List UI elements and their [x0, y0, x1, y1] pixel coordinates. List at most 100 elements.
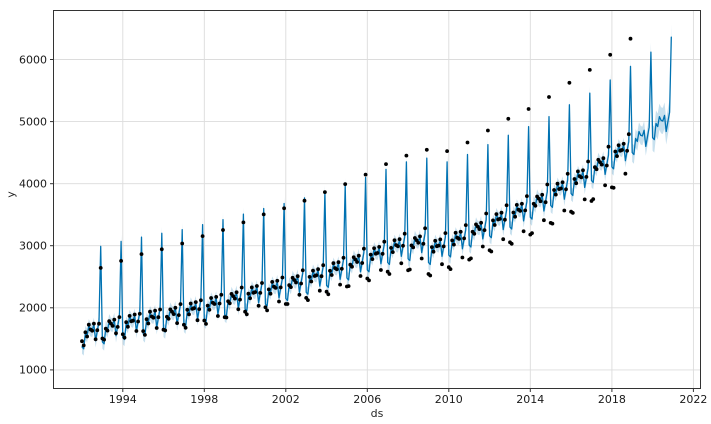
observed-point — [309, 279, 314, 284]
observed-point — [628, 36, 633, 41]
observed-point — [431, 249, 436, 254]
observed-point — [326, 292, 331, 297]
observed-point — [302, 198, 307, 203]
observed-point — [350, 264, 354, 269]
observed-point — [200, 234, 205, 239]
observed-point — [120, 332, 125, 337]
observed-point — [552, 188, 556, 192]
observed-point — [608, 52, 613, 57]
observed-point — [334, 267, 339, 272]
observed-point — [256, 303, 261, 308]
observed-point — [95, 328, 100, 333]
observed-point — [314, 273, 319, 278]
observed-point — [565, 171, 570, 176]
observed-point — [323, 190, 327, 195]
observed-point — [591, 197, 596, 202]
observed-point — [484, 211, 489, 216]
observed-point — [611, 185, 616, 190]
observed-point — [594, 167, 599, 172]
observed-point — [278, 285, 283, 290]
forecast-line — [81, 36, 672, 350]
observed-point — [560, 180, 565, 185]
observed-point — [436, 243, 441, 248]
observed-point — [148, 309, 152, 314]
observed-point — [567, 80, 572, 85]
observed-point — [453, 230, 458, 235]
observed-point — [402, 231, 407, 236]
observed-point — [423, 226, 427, 231]
observed-point — [615, 154, 619, 159]
observed-point — [241, 220, 246, 225]
observed-point — [462, 236, 466, 241]
y-tick-label-6000: 6000 — [19, 53, 47, 66]
observed-point — [390, 250, 395, 255]
observed-point — [494, 212, 499, 217]
observed-point — [171, 312, 176, 316]
observed-point — [623, 171, 628, 176]
observed-point — [599, 162, 604, 167]
observed-point — [273, 286, 278, 290]
observed-point — [219, 292, 224, 297]
observed-point — [126, 324, 130, 329]
observed-point — [265, 308, 269, 313]
observed-point — [119, 259, 123, 263]
x-axis-ticks: 1994 1998 2002 2006 2010 2014 2018 2022 — [109, 388, 707, 406]
observed-point — [277, 299, 281, 304]
observed-point — [504, 203, 509, 208]
observed-point — [626, 132, 631, 137]
observed-point — [503, 217, 507, 222]
observed-point — [187, 312, 191, 317]
y-tick-label-2000: 2000 — [19, 302, 47, 315]
observed-point — [404, 153, 409, 158]
observed-point — [443, 231, 448, 236]
observed-point — [182, 322, 186, 327]
observed-point — [209, 296, 214, 300]
observed-point — [396, 244, 400, 249]
observed-point — [346, 284, 351, 288]
observed-point — [489, 249, 494, 254]
observed-point — [562, 208, 567, 213]
observed-point — [375, 251, 380, 255]
observed-point — [297, 292, 302, 297]
observed-point — [185, 307, 190, 312]
grid-lines — [53, 10, 701, 389]
observed-point — [122, 335, 127, 340]
observed-point — [144, 317, 149, 322]
observed-point — [321, 263, 326, 268]
observed-point — [204, 322, 208, 326]
observed-point — [178, 302, 183, 306]
observed-point — [368, 252, 373, 257]
observed-point — [285, 302, 290, 306]
observed-point — [407, 267, 412, 272]
observed-point — [509, 241, 514, 246]
y-tick-label-3000: 3000 — [19, 240, 47, 253]
observed-point — [457, 237, 461, 241]
observed-point — [497, 217, 502, 221]
observed-point — [401, 243, 405, 248]
observed-point — [329, 273, 334, 277]
observed-point — [258, 291, 263, 295]
observed-point — [511, 210, 516, 215]
observed-point — [317, 288, 322, 293]
observed-point — [343, 182, 348, 187]
observed-point — [382, 239, 387, 244]
observed-point — [601, 156, 606, 161]
observed-point — [360, 261, 365, 265]
observed-point — [418, 234, 422, 239]
observed-point — [550, 221, 555, 226]
observed-point — [80, 339, 84, 344]
observed-point — [486, 128, 490, 133]
observed-point — [193, 300, 198, 304]
observed-point — [136, 319, 141, 324]
observed-point — [606, 144, 611, 149]
observed-point — [183, 325, 188, 330]
observed-point — [525, 194, 529, 199]
observed-point — [261, 212, 266, 217]
observed-point — [424, 147, 429, 152]
observed-point — [239, 285, 244, 290]
observed-point — [450, 238, 455, 243]
observed-point — [603, 183, 607, 188]
observed-point — [604, 163, 609, 168]
